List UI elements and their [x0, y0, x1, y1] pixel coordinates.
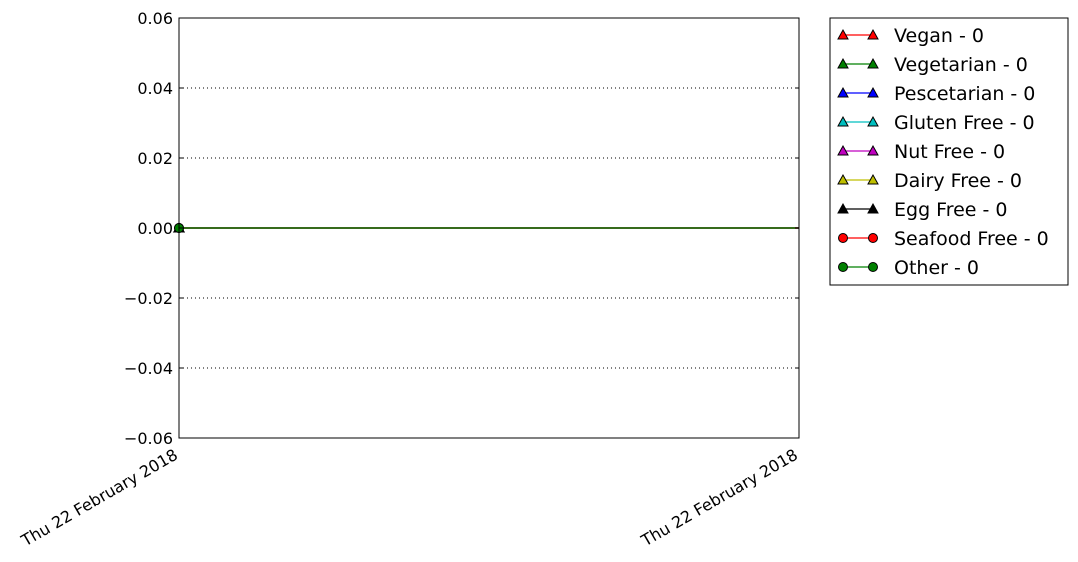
legend-entry: Vegetarian - 0 — [837, 54, 1028, 76]
legend-label: Vegan - 0 — [894, 25, 984, 47]
legend-entry: Nut Free - 0 — [837, 141, 1005, 163]
legend-marker — [837, 173, 849, 185]
legend-label: Nut Free - 0 — [894, 141, 1005, 163]
y-axis: 0.06 0.04 0.02 0.00 −0.02 −0.04 −0.06 — [124, 9, 800, 448]
y-tick-label: 0.06 — [137, 9, 173, 28]
y-tick-label: 0.02 — [137, 149, 173, 168]
legend-marker — [867, 144, 879, 156]
legend-marker — [867, 115, 879, 127]
legend-entry: Pescetarian - 0 — [837, 83, 1035, 105]
legend-marker — [837, 57, 849, 69]
legend-label: Egg Free - 0 — [894, 199, 1008, 221]
x-tick-label-end: Thu 22 February 2018 — [637, 445, 801, 551]
legend-marker — [837, 115, 849, 127]
legend: Vegan - 0 Vegetarian - 0 Pescetarian - 0 Gl… — [829, 17, 1069, 286]
legend-marker — [837, 202, 849, 214]
series-layer — [173, 221, 799, 233]
y-tick-label: −0.02 — [124, 289, 173, 308]
legend-label: Dairy Free - 0 — [894, 170, 1022, 192]
legend-marker — [837, 86, 849, 98]
legend-entry: Other - 0 — [838, 257, 979, 279]
legend-label: Vegetarian - 0 — [894, 54, 1028, 76]
legend-entry: Dairy Free - 0 — [837, 170, 1022, 192]
y-tick-label: 0.04 — [137, 79, 173, 98]
legend-marker — [868, 262, 878, 272]
legend-marker — [838, 233, 848, 243]
legend-marker — [867, 173, 879, 185]
y-tick-label: −0.06 — [124, 429, 173, 448]
legend-marker — [867, 86, 879, 98]
legend-entry: Seafood Free - 0 — [838, 228, 1049, 250]
legend-label: Other - 0 — [894, 257, 979, 279]
y-tick-label: −0.04 — [124, 359, 173, 378]
legend-label: Pescetarian - 0 — [894, 83, 1035, 105]
legend-marker — [837, 144, 849, 156]
legend-entry: Vegan - 0 — [837, 25, 984, 47]
x-axis: Thu 22 February 2018 Thu 22 February 201… — [17, 445, 801, 551]
legend-entry: Gluten Free - 0 — [837, 112, 1035, 134]
y-tick-label: 0.00 — [137, 219, 173, 238]
x-tick-label-start: Thu 22 February 2018 — [17, 445, 181, 551]
legend-marker — [867, 57, 879, 69]
legend-marker — [867, 202, 879, 214]
legend-label: Seafood Free - 0 — [894, 228, 1049, 250]
legend-marker — [838, 262, 848, 272]
legend-marker — [867, 28, 879, 40]
legend-entry: Egg Free - 0 — [837, 199, 1008, 221]
legend-marker — [868, 233, 878, 243]
legend-marker — [837, 28, 849, 40]
legend-label: Gluten Free - 0 — [894, 112, 1035, 134]
